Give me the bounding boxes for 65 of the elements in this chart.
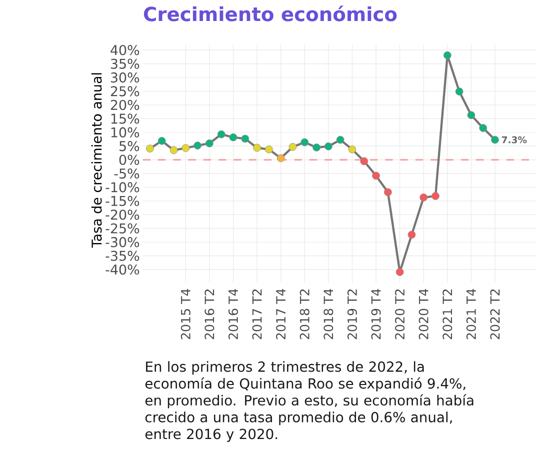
y-tick-label: 40% xyxy=(110,44,140,55)
y-tick-label: 10% xyxy=(111,127,140,138)
x-tick-label: 2021 T4 xyxy=(466,288,476,339)
point xyxy=(300,138,309,146)
point xyxy=(372,172,380,180)
point xyxy=(158,136,166,145)
point xyxy=(288,142,297,151)
point xyxy=(336,136,344,144)
y-tick-label: 0% xyxy=(119,154,140,165)
x-tick-label: 2015 T4 xyxy=(180,288,190,339)
point xyxy=(312,143,320,152)
point xyxy=(432,192,440,200)
chart-title: Crecimiento económico xyxy=(144,5,397,22)
y-tick-label: 30% xyxy=(110,72,140,82)
x-tick-label: 2020 T4 xyxy=(418,288,428,339)
text: En los primeros 2 trimestres de 2022, la economía de Quintana Roo se expandió 9.4%, en promedio. Previo a esto, su economía había crecido a una tasa promedio de 0.6% anual, entre 2016 y 2020. xyxy=(145,360,474,442)
y-tick-label: 35% xyxy=(110,58,140,69)
point xyxy=(467,111,476,119)
point xyxy=(384,188,392,196)
x-tick-label: 2021 T2 xyxy=(442,289,452,339)
point xyxy=(491,136,499,144)
point xyxy=(276,154,285,162)
x-tick-label: 2019 T2 xyxy=(347,289,357,339)
y-tick-label: 20% xyxy=(110,100,140,110)
point xyxy=(324,142,332,150)
x-tick-label: 2016 T4 xyxy=(228,288,238,339)
y-tick-label: 15% xyxy=(111,113,140,124)
x-tick-label: 2018 T2 xyxy=(300,289,310,339)
point xyxy=(408,230,416,238)
data-label: 7.3% xyxy=(502,136,527,144)
y-tick-label: 5% xyxy=(120,140,140,151)
x-tick-label: 2022 T2 xyxy=(490,289,500,339)
point xyxy=(170,146,178,154)
point xyxy=(443,51,452,60)
y-tick-label: -25% xyxy=(106,223,140,234)
point xyxy=(455,87,464,96)
point xyxy=(420,193,428,202)
point xyxy=(229,133,238,142)
point xyxy=(265,145,273,154)
point xyxy=(146,144,154,152)
x-tick-label: 2017 T2 xyxy=(252,289,262,339)
point xyxy=(360,157,368,165)
y-tick-label: -35% xyxy=(106,250,140,261)
point xyxy=(479,124,488,132)
x-tick-label: 2018 T4 xyxy=(324,288,334,339)
point xyxy=(348,145,356,154)
point xyxy=(194,141,202,150)
point xyxy=(253,144,261,152)
x-tick-label: 2020 T2 xyxy=(395,289,405,339)
point xyxy=(217,130,226,138)
x-tick-label: 2017 T4 xyxy=(276,288,286,339)
point xyxy=(206,139,214,148)
y-tick-label: -40% xyxy=(106,264,140,274)
x-tick-label: 2019 T4 xyxy=(371,288,381,339)
y-tick-label: -15% xyxy=(106,196,140,206)
y-axis-title: Tasa de crecimiento anual xyxy=(91,73,102,248)
y-tick-label: -10% xyxy=(106,182,140,192)
y-tick-label: -20% xyxy=(106,209,140,220)
point xyxy=(182,144,190,152)
point xyxy=(396,268,404,276)
y-tick-label: -30% xyxy=(106,236,140,248)
y-tick-label: 25% xyxy=(110,86,140,96)
point xyxy=(241,134,250,142)
x-tick-label: 2016 T2 xyxy=(204,289,214,339)
y-tick-label: -5% xyxy=(114,168,140,178)
